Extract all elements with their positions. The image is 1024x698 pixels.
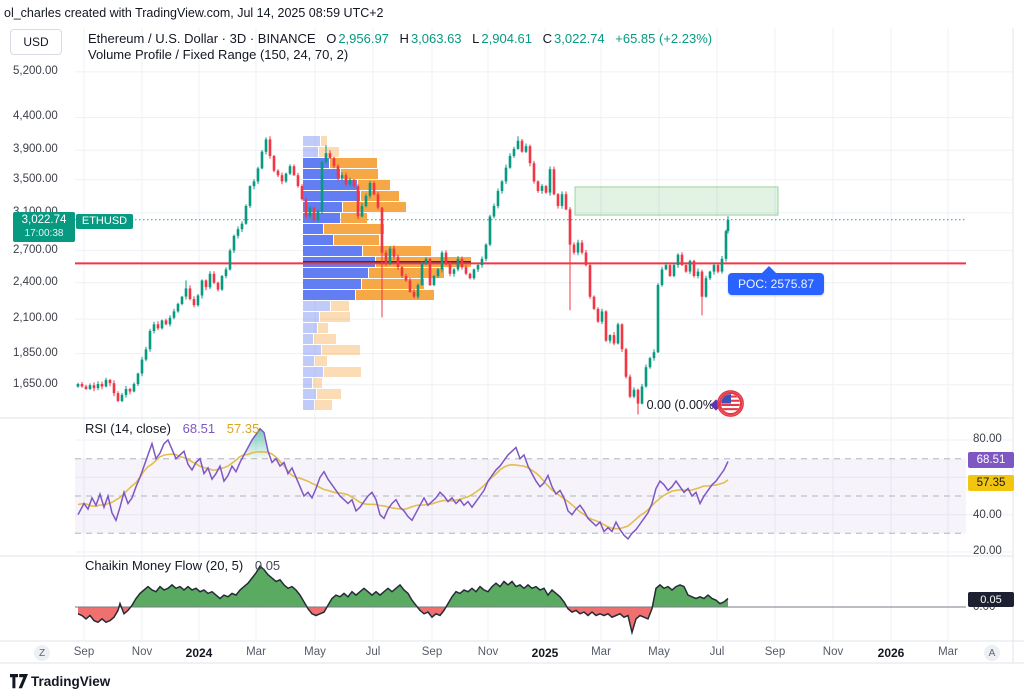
- time-axis-label: Jul: [365, 646, 381, 658]
- bar-countdown: 17:00:38: [24, 228, 64, 239]
- price-axis-label: 3,500.00: [13, 173, 58, 185]
- currency-toggle-button[interactable]: USD: [10, 29, 62, 55]
- price-axis-label: 1,650.00: [13, 378, 58, 390]
- indicator-legend[interactable]: Volume Profile / Fixed Range (150, 24, 7…: [88, 47, 349, 62]
- time-axis-label: Mar: [938, 646, 958, 658]
- price-axis-label: 5,200.00: [13, 65, 58, 77]
- time-axis-label: May: [648, 646, 670, 658]
- change-value: +65.85 (+2.23%): [615, 31, 713, 46]
- poc-tooltip-arrow: [761, 266, 777, 274]
- price-axis-label: 1,850.00: [13, 347, 58, 359]
- time-axis-label: May: [304, 646, 326, 658]
- watermark: ol_charles created with TradingView.com,…: [4, 6, 384, 20]
- timezone-badge[interactable]: Z: [34, 645, 50, 661]
- ohlc-high-label: H: [399, 31, 409, 46]
- auto-scale-badge[interactable]: A: [984, 645, 1000, 661]
- time-axis-label: 2026: [877, 646, 905, 660]
- rsi-ma-value: 57.35: [226, 421, 260, 436]
- ohlc-open-value: 2,956.97: [338, 31, 389, 46]
- time-axis-label: Sep: [73, 646, 95, 658]
- price-axis-label: 4,400.00: [13, 110, 58, 122]
- time-axis-label: Nov: [131, 646, 153, 658]
- price-axis-label: 2,400.00: [13, 276, 58, 288]
- time-axis-label: Sep: [764, 646, 786, 658]
- cmf-legend[interactable]: Chaikin Money Flow (20, 5) 0.05: [85, 558, 280, 573]
- event-marker-text: 0.00 (0.00%: [646, 398, 714, 412]
- time-axis-label: 2024: [185, 646, 213, 660]
- price-axis-label: 3,900.00: [13, 143, 58, 155]
- rsi-ma-badge: 57.35: [968, 475, 1014, 491]
- rsi-value-badge: 68.51: [968, 452, 1014, 468]
- us-flag-circle-icon[interactable]: [717, 390, 744, 417]
- ohlc-close-label: C: [542, 31, 553, 46]
- rsi-name[interactable]: RSI (14, close): [85, 421, 171, 436]
- rsi-axis-label: 20.00: [973, 545, 1002, 557]
- time-axis-label: Nov: [477, 646, 499, 658]
- tradingview-logo-icon[interactable]: [10, 674, 28, 689]
- time-axis-label: Sep: [421, 646, 443, 658]
- time-axis-label: Mar: [591, 646, 611, 658]
- ohlc-close-value: 3,022.74: [554, 31, 605, 46]
- cmf-value: 0.05: [254, 558, 281, 573]
- ohlc-open-label: O: [326, 31, 337, 46]
- price-axis-label: 2,100.00: [13, 312, 58, 324]
- rsi-axis-label: 80.00: [973, 433, 1002, 445]
- poc-tooltip[interactable]: POC: 2575.87: [728, 273, 825, 295]
- time-axis-label: Jul: [709, 646, 725, 658]
- ohlc-low-label: L: [472, 31, 480, 46]
- price-axis-label: 2,700.00: [13, 244, 58, 256]
- symbol-price-label: ETHUSD: [76, 214, 133, 229]
- symbol-title[interactable]: Ethereum / U.S. Dollar · 3D · BINANCE: [88, 31, 316, 46]
- cmf-name[interactable]: Chaikin Money Flow (20, 5): [85, 558, 244, 573]
- rsi-value: 68.51: [182, 421, 216, 436]
- time-axis-label: 2025: [531, 646, 559, 660]
- time-axis-label: Nov: [822, 646, 844, 658]
- ohlc-high-value: 3,063.63: [410, 31, 462, 46]
- cmf-value-badge: 0.05: [968, 592, 1014, 607]
- last-price-value: 3,022.74: [21, 214, 67, 226]
- last-price-tag: 3,022.74 17:00:38: [13, 212, 75, 242]
- ohlc-low-value: 2,904.61: [481, 31, 533, 46]
- rsi-legend[interactable]: RSI (14, close) 68.51 57.35: [85, 421, 259, 436]
- tradingview-brand-text[interactable]: TradingView: [31, 674, 111, 689]
- time-axis-label: Mar: [246, 646, 266, 658]
- rsi-axis-label: 40.00: [973, 509, 1002, 521]
